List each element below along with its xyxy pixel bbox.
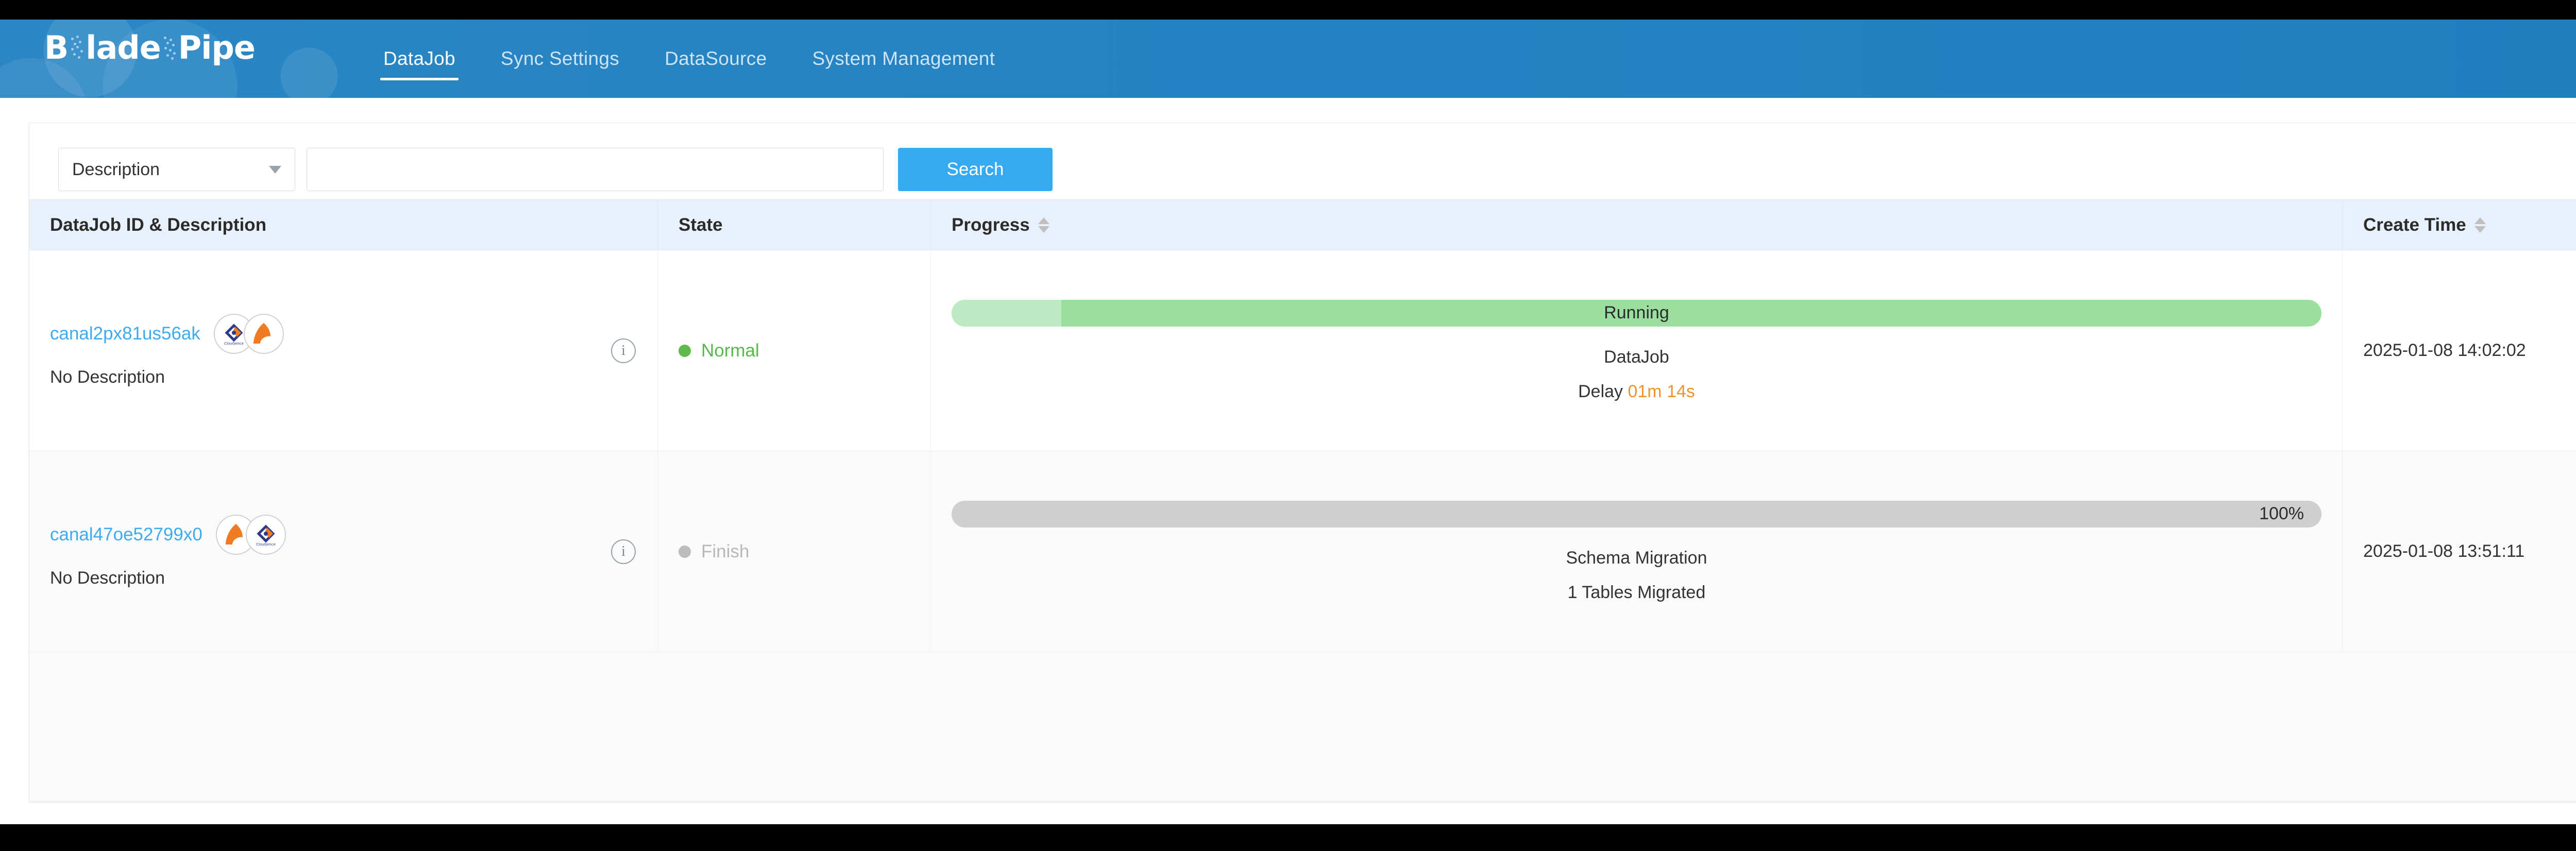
column-header-state: State (658, 200, 931, 250)
table-body: canal2px81us56ak ClouGence (29, 250, 2576, 652)
cell-state: Finish (658, 451, 931, 652)
cell-progress: Running DataJob Delay 01m 14s (931, 250, 2343, 451)
chevron-down-icon (269, 165, 281, 174)
column-header-datajob-id: DataJob ID & Description (29, 200, 658, 250)
delay-label: Delay (1578, 381, 1628, 401)
connector-logos: ClouGence (213, 314, 284, 354)
progress-detail: 1 Tables Migrated (1567, 582, 1706, 602)
job-id-link[interactable]: canal2px81us56ak (50, 324, 200, 344)
column-label: Create Time (2363, 214, 2466, 235)
table-header-row: DataJob ID & Description State Progress … (29, 200, 2576, 250)
column-header-progress[interactable]: Progress (931, 200, 2343, 250)
progress-subtitle: DataJob (1604, 347, 1669, 367)
status-badge: Normal (679, 341, 910, 361)
table-row: canal47oe52799x0 (29, 451, 2576, 652)
sort-toggle-icon[interactable] (2474, 217, 2486, 233)
status-text: Normal (701, 340, 759, 361)
progress-bar-segment (952, 299, 1061, 327)
toolbar-left: Description Search (58, 148, 1053, 191)
progress-block: 100% Schema Migration 1 Tables Migrated (952, 500, 2321, 603)
table-row: canal2px81us56ak ClouGence (29, 250, 2576, 451)
primary-nav: DataJob Sync Settings DataSource System … (361, 20, 1018, 98)
cell-datajob-id: canal2px81us56ak ClouGence (29, 250, 658, 451)
filter-field-value: Description (72, 159, 160, 179)
column-label: State (679, 214, 723, 235)
bladepipe-logo[interactable]: B lade Pipe (44, 29, 256, 66)
filter-field-select[interactable]: Description (58, 148, 295, 191)
orange-arrow-logo-icon (243, 314, 284, 354)
column-label: Progress (952, 214, 1030, 235)
brand-b: B (44, 29, 69, 66)
app-page: B lade Pipe DataJob Sync Settings DataSo… (0, 20, 2576, 824)
brand-pipe: Pipe (178, 29, 256, 66)
status-text: Finish (701, 541, 750, 561)
cell-create-time: 2025-01-08 13:51:11 (2343, 451, 2576, 652)
progress-bar: 100% (952, 500, 2321, 527)
brand-dot-pattern-left (69, 35, 84, 61)
search-button[interactable]: Search (898, 148, 1053, 191)
nav-item-system-management[interactable]: System Management (812, 48, 995, 69)
job-id-link[interactable]: canal47oe52799x0 (50, 524, 202, 544)
progress-bar: Running (952, 299, 2321, 327)
cell-state: Normal (658, 250, 931, 451)
column-header-create-time[interactable]: Create Time (2343, 200, 2576, 250)
svg-text:ClouGence: ClouGence (256, 542, 276, 547)
column-label: DataJob ID & Description (50, 214, 267, 235)
top-navbar: B lade Pipe DataJob Sync Settings DataSo… (0, 20, 2576, 98)
connector-logos: ClouGence (215, 515, 286, 555)
delay-value: 01m 14s (1628, 381, 1695, 401)
progress-bar-label: Running (1604, 303, 1669, 322)
nav-item-datajob[interactable]: DataJob (361, 20, 478, 98)
progress-subtitle: Schema Migration (1566, 548, 1707, 568)
progress-block: Running DataJob Delay 01m 14s (952, 299, 2321, 402)
job-description: No Description (50, 367, 165, 387)
info-icon[interactable]: i (611, 338, 636, 363)
brand-lade: lade (86, 29, 161, 66)
job-id-line: canal47oe52799x0 (50, 515, 637, 555)
cell-create-time: 2025-01-08 14:02:02 (2343, 250, 2576, 451)
cell-datajob-id: canal47oe52799x0 (29, 451, 658, 652)
status-dot-icon (679, 545, 691, 558)
nav-item-sync-settings[interactable]: Sync Settings (500, 48, 620, 69)
datajob-toolbar: Description Search + Create DataJob Batc… (29, 123, 2576, 199)
progress-bar-label: 100% (2259, 504, 2304, 523)
nav-item-datasource[interactable]: DataSource (665, 48, 767, 69)
job-id-line: canal2px81us56ak ClouGence (50, 314, 637, 354)
status-badge: Finish (679, 541, 910, 562)
job-description: No Description (50, 568, 165, 588)
status-dot-icon (679, 344, 691, 357)
search-input[interactable] (307, 148, 884, 191)
cell-progress: 100% Schema Migration 1 Tables Migrated (931, 451, 2343, 652)
info-icon[interactable]: i (611, 539, 636, 564)
clougence-logo-icon: ClouGence (245, 515, 286, 555)
svg-text:ClouGence: ClouGence (224, 342, 244, 346)
sort-toggle-icon[interactable] (1038, 217, 1049, 233)
progress-delay: Delay 01m 14s (1578, 382, 1695, 402)
datajob-table: DataJob ID & Description State Progress … (29, 199, 2576, 652)
create-time-value: 2025-01-08 13:51:11 (2363, 541, 2525, 561)
datajob-card: Description Search + Create DataJob Batc… (29, 123, 2576, 802)
brand-dot-pattern-right (162, 35, 177, 61)
create-time-value: 2025-01-08 14:02:02 (2363, 341, 2526, 360)
